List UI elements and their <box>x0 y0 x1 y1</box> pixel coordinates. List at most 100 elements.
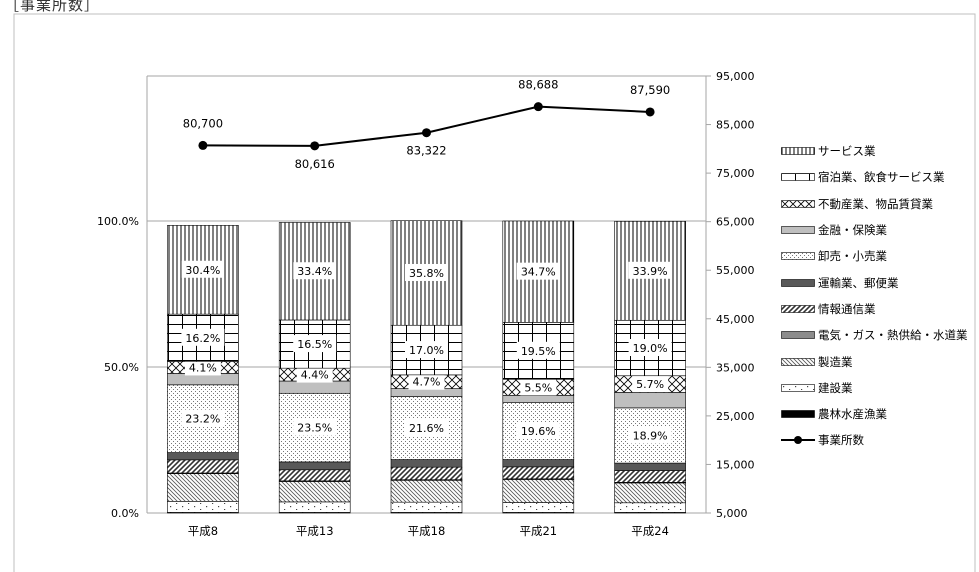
bar-segment <box>390 501 463 513</box>
legend-label: 事業所数 <box>818 433 864 448</box>
bar-segment <box>278 501 351 513</box>
data-label: 19.6% <box>521 425 556 438</box>
data-label: 5.5% <box>524 381 552 394</box>
bar-segment <box>614 392 686 409</box>
bar-segment <box>390 479 463 503</box>
data-label: 4.7% <box>413 376 441 389</box>
legend-item: 不動産業、物品賃貸業 <box>781 191 968 217</box>
data-label: 4.4% <box>301 369 329 382</box>
legend-label: 農林水産漁業 <box>818 407 887 422</box>
chart-frame <box>13 13 976 572</box>
data-label-bg <box>293 335 337 353</box>
data-label: 17.0% <box>409 344 444 357</box>
legend-label: 電気・ガス・熱供給・水道業 <box>818 328 968 343</box>
data-label-bg <box>516 421 560 439</box>
legend-swatch <box>781 410 815 418</box>
data-label-bg <box>628 261 672 279</box>
bar-segment <box>502 502 575 513</box>
legend-item: 事業所数 <box>781 427 968 453</box>
legend-label: 運輸業、郵便業 <box>818 275 899 290</box>
line-point <box>198 140 208 150</box>
legend-item: サービス業 <box>781 138 968 164</box>
data-label: 23.5% <box>297 422 332 435</box>
line-point <box>645 107 655 117</box>
legend-swatch <box>781 357 815 366</box>
data-label: 21.6% <box>409 422 444 435</box>
right-tick-label: 65,000 <box>716 216 755 229</box>
data-label: 16.5% <box>297 338 332 351</box>
legend-swatch <box>781 226 815 234</box>
bar-segment <box>278 461 351 471</box>
right-tick-label: 15,000 <box>716 458 755 471</box>
bar-segment <box>390 388 463 397</box>
legend-item: 製造業 <box>781 348 968 374</box>
right-tick-label: 55,000 <box>716 264 755 277</box>
line-point-label: 87,590 <box>630 83 670 97</box>
line-point <box>310 141 320 151</box>
left-tick-label: 100.0% <box>97 215 139 228</box>
legend-swatch <box>781 173 815 182</box>
bar-segment <box>167 452 239 461</box>
legend-item: 宿泊業、飲食サービス業 <box>781 164 968 190</box>
line-point-label: 88,688 <box>518 78 558 92</box>
legend-swatch <box>781 147 815 155</box>
line-point-label: 80,616 <box>295 157 335 171</box>
category-label: 平成21 <box>519 524 557 538</box>
line-point-label: 83,322 <box>406 144 446 158</box>
bar-segment <box>167 473 239 502</box>
left-tick-label: 0.0% <box>111 507 139 520</box>
bar-segment <box>278 469 351 482</box>
legend-swatch <box>781 252 815 261</box>
data-label: 33.9% <box>633 265 668 278</box>
legend: サービス業宿泊業、飲食サービス業不動産業、物品賃貸業 金融・保険業卸売・小売業運輸… <box>781 138 968 454</box>
legend-item: 卸売・小売業 <box>781 243 968 269</box>
data-label-bg <box>184 358 221 376</box>
data-label-bg <box>408 372 445 390</box>
data-label-bg <box>181 409 225 427</box>
data-label-bg <box>516 341 560 359</box>
legend-item: 運輸業、郵便業 <box>781 269 968 295</box>
bar-segment <box>278 481 351 503</box>
legend-swatch <box>781 199 815 208</box>
category-label: 平成8 <box>188 524 218 538</box>
legend-swatch <box>781 305 815 313</box>
data-label-bg <box>181 328 225 346</box>
data-label: 35.8% <box>409 267 444 280</box>
data-label-bg <box>181 260 225 278</box>
bar-segment <box>614 470 686 483</box>
line-series-path <box>202 105 651 147</box>
category-label: 平成13 <box>296 524 334 538</box>
data-label-bg <box>296 365 333 383</box>
right-tick-label: 45,000 <box>716 313 755 326</box>
bar-segment <box>614 462 686 471</box>
legend-label: サービス業 <box>818 144 876 159</box>
data-label-bg <box>632 375 669 393</box>
legend-swatch <box>781 384 815 392</box>
data-label: 19.0% <box>633 342 668 355</box>
bar-segment <box>278 380 351 394</box>
data-label: 19.5% <box>521 345 556 358</box>
legend-swatch <box>781 278 815 287</box>
data-label: 34.7% <box>521 266 556 279</box>
bar-segment <box>614 482 686 504</box>
right-tick-label: 95,000 <box>716 70 755 83</box>
bar-segment <box>502 479 575 503</box>
data-label-bg <box>520 378 557 396</box>
line-point <box>533 102 543 112</box>
chart-title: ［事業所数］ <box>4 0 101 14</box>
legend-label: 建設業 <box>818 380 853 395</box>
left-tick-label: 50.0% <box>104 361 139 374</box>
legend-item: 建設業 <box>781 375 968 401</box>
data-label: 18.9% <box>633 429 668 442</box>
data-label-bg <box>405 341 448 359</box>
right-tick-label: 5,000 <box>716 507 748 520</box>
data-label-bg <box>628 339 672 357</box>
category-label: 平成24 <box>631 524 669 538</box>
category-label: 平成18 <box>408 524 446 538</box>
legend-item: 情報通信業 <box>781 296 968 322</box>
data-label-bg <box>405 263 448 281</box>
axes-layer: 0.0% 50.0% 100.0% 5,000 15,000 25,000 35,000 45… <box>13 13 976 572</box>
legend-label: 不動産業、物品賃貸業 <box>818 196 933 211</box>
legend-label: 金融・保険業 <box>818 223 887 238</box>
